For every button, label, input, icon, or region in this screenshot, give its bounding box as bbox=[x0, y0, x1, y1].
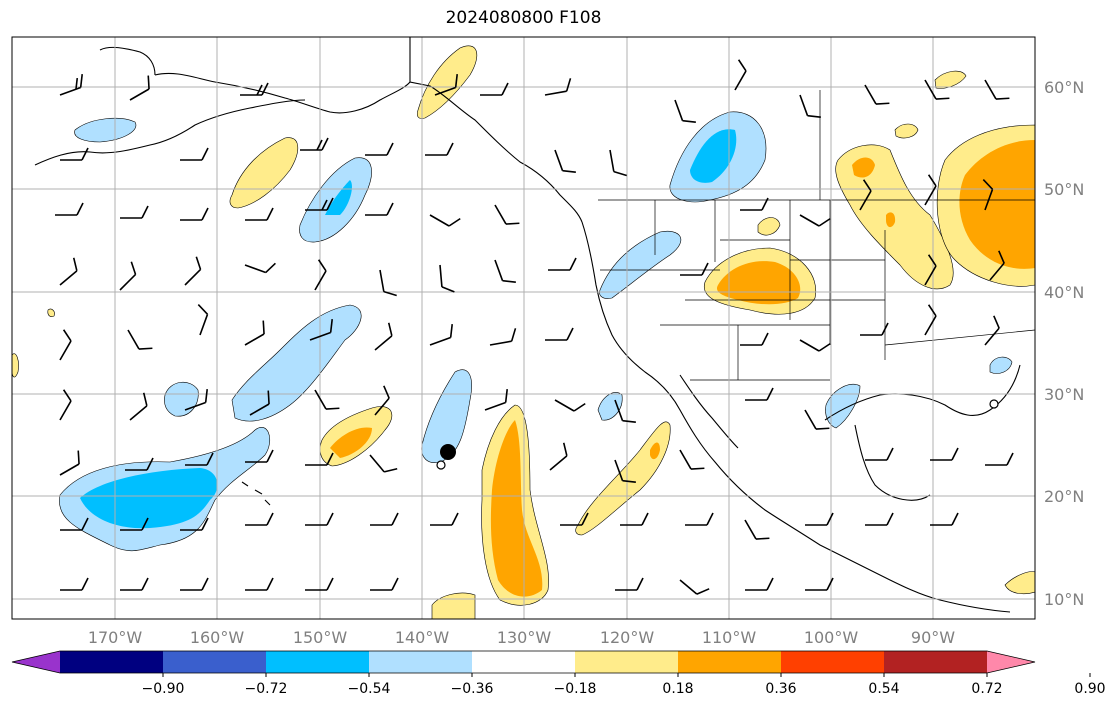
graticule bbox=[12, 37, 1035, 619]
lat-label: 20°N bbox=[1044, 487, 1084, 506]
lat-label: 40°N bbox=[1044, 283, 1084, 302]
colorbar-segment bbox=[575, 651, 679, 673]
lon-label: 140°W bbox=[395, 628, 450, 647]
state-borders bbox=[409, 37, 1035, 381]
lon-label: 120°W bbox=[600, 628, 655, 647]
colorbar: −0.90 −0.72 −0.54 −0.36 −0.18 0.18 0.36 0.54 0.7… bbox=[11, 650, 1105, 697]
colorbar-extend-high bbox=[987, 651, 1035, 673]
map-title: 2024080800 F108 bbox=[445, 8, 602, 28]
colorbar-tick-label: 0.54 bbox=[868, 681, 899, 697]
colorbar-tick-label: −0.54 bbox=[348, 681, 391, 697]
lon-label: 130°W bbox=[497, 628, 552, 647]
lon-label: 110°W bbox=[702, 628, 757, 647]
colorbar-extend-low bbox=[12, 651, 60, 673]
colorbar-segment bbox=[884, 651, 988, 673]
lat-label: 60°N bbox=[1044, 78, 1084, 97]
colorbar-tick-label: −0.18 bbox=[554, 681, 597, 697]
colorbar-segment bbox=[266, 651, 370, 673]
lat-label: 30°N bbox=[1044, 385, 1084, 404]
latitude-labels: 60°N 50°N 40°N 30°N 20°N 10°N bbox=[1044, 78, 1084, 609]
longitude-labels: 170°W 160°W 150°W 140°W 130°W 120°W 110°… bbox=[88, 628, 955, 647]
colorbar-tick-label: −0.90 bbox=[142, 681, 185, 697]
storm-marker-open bbox=[436, 460, 446, 470]
coastlines bbox=[34, 37, 1021, 613]
lon-label: 100°W bbox=[804, 628, 859, 647]
colorbar-outline bbox=[11, 650, 1036, 674]
colorbar-tick-label: 0.36 bbox=[765, 681, 796, 697]
lon-label: 160°W bbox=[190, 628, 245, 647]
storm-marker-open bbox=[989, 399, 999, 409]
lat-label: 50°N bbox=[1044, 180, 1084, 199]
colorbar-segment bbox=[369, 651, 473, 673]
colorbar-segment bbox=[781, 651, 885, 673]
colorbar-tick-label: −0.72 bbox=[245, 681, 288, 697]
lon-label: 90°W bbox=[911, 628, 955, 647]
map-area bbox=[12, 37, 1035, 619]
map-frame bbox=[11, 36, 1036, 620]
colorbar-tick-label: −0.36 bbox=[451, 681, 494, 697]
colorbar-segment bbox=[60, 651, 164, 673]
colorbar-tick-label: 0.72 bbox=[971, 681, 1002, 697]
colorbar-tick-label: 0.18 bbox=[662, 681, 693, 697]
colorbar-segment bbox=[472, 651, 576, 673]
colorbar-segment bbox=[163, 651, 267, 673]
storm-marker bbox=[440, 444, 456, 460]
lon-label: 170°W bbox=[88, 628, 143, 647]
colorbar-segment bbox=[678, 651, 782, 673]
colorbar-tick-label: 0.90 bbox=[1074, 681, 1105, 697]
lon-label: 150°W bbox=[293, 628, 348, 647]
lat-label: 10°N bbox=[1044, 590, 1084, 609]
